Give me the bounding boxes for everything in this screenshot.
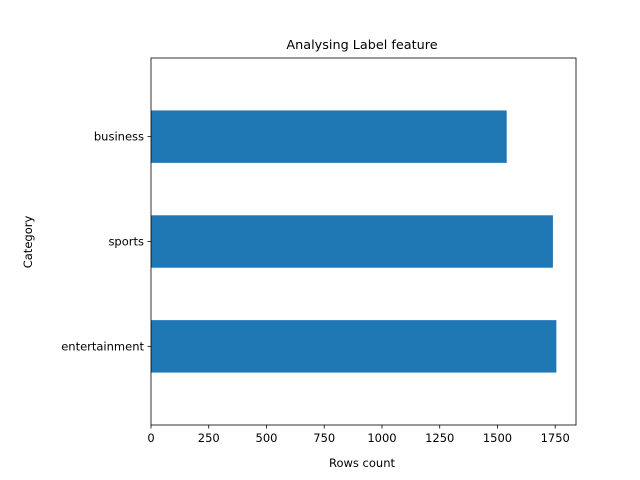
bars-group xyxy=(151,110,557,373)
y-axis-label: Category xyxy=(21,216,35,269)
x-tick-label-1250: 1250 xyxy=(425,431,454,445)
y-tick-label-business: business xyxy=(94,130,144,144)
x-tick-label-1000: 1000 xyxy=(367,431,396,445)
x-tick-label-1750: 1750 xyxy=(541,431,570,445)
y-axis-ticks: business sports entertainment xyxy=(61,130,151,353)
x-tick-label-250: 250 xyxy=(198,431,220,445)
bar-business xyxy=(151,110,507,163)
chart-title: Analysing Label feature xyxy=(286,38,437,53)
y-tick-label-sports: sports xyxy=(108,235,144,249)
x-tick-label-750: 750 xyxy=(313,431,335,445)
bar-sports xyxy=(151,215,553,268)
x-axis-label: Rows count xyxy=(329,456,395,470)
x-tick-label-1500: 1500 xyxy=(483,431,512,445)
y-tick-label-entertainment: entertainment xyxy=(61,339,144,353)
x-tick-label-500: 500 xyxy=(256,431,278,445)
x-axis-ticks: 0 250 500 750 1000 1250 1500 1750 xyxy=(147,425,570,445)
bar-entertainment xyxy=(151,320,557,373)
x-tick-label-0: 0 xyxy=(147,431,154,445)
